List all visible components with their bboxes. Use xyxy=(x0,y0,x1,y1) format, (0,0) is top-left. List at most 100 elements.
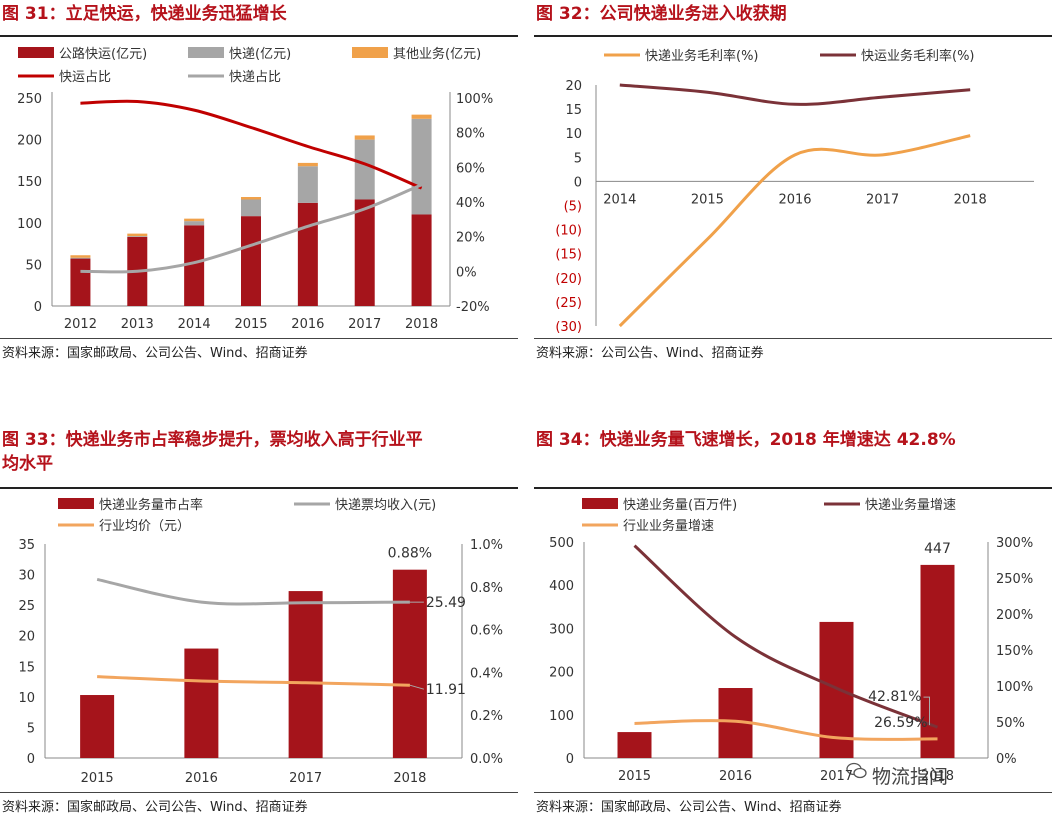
bar-express xyxy=(354,139,375,200)
bar-express xyxy=(297,166,318,203)
line-avg-revenue xyxy=(96,577,410,606)
x-tick-label: 2013 xyxy=(121,317,154,332)
legend-express-label: 快递(亿元) xyxy=(229,47,291,62)
data-label-industry-growth: 26.59% xyxy=(874,715,927,731)
y-tick-label: (25) xyxy=(555,296,582,311)
bar-road xyxy=(184,225,205,306)
line-industry-growth xyxy=(634,719,938,741)
x-tick-label: 2012 xyxy=(64,317,97,332)
y2-tick-label: 0.0% xyxy=(470,752,503,767)
chart-33-title-line1: 图 33：快递业务市占率稳步提升，票均收入高于行业平 xyxy=(2,430,423,450)
y-tick-label: 5 xyxy=(27,721,35,736)
bar-road xyxy=(241,216,261,306)
y-tick-label: 500 xyxy=(549,536,574,551)
y-tick-label: 400 xyxy=(549,579,574,594)
y-tick-label: (20) xyxy=(555,272,582,287)
x-tick-label: 2018 xyxy=(954,192,987,207)
y2-tick-label: 100% xyxy=(996,680,1033,695)
chart-31-source: 资料来源：国家邮政局、公司公告、Wind、招商证券 xyxy=(2,346,308,361)
bar-road xyxy=(297,202,318,306)
x-tick-label: 2014 xyxy=(603,192,636,207)
y2-tick-label: 0% xyxy=(996,752,1017,767)
y2-tick-label: 250% xyxy=(996,572,1033,587)
x-tick-label: 2015 xyxy=(234,317,267,332)
legend-road-freight-swatch xyxy=(18,47,54,58)
y2-tick-label: 150% xyxy=(996,644,1033,659)
legend-other-swatch xyxy=(352,47,388,58)
x-tick-label: 2015 xyxy=(691,192,724,207)
legend-freight-share-label: 快运占比 xyxy=(59,70,111,85)
bar-road xyxy=(354,199,375,306)
y2-tick-label: 40% xyxy=(456,196,485,211)
legend-market-share-label: 快递业务量市占率 xyxy=(99,497,203,513)
x-tick-label: 2016 xyxy=(291,317,324,332)
legend-express-share-label: 快递占比 xyxy=(229,70,281,85)
bar-express xyxy=(241,199,261,217)
chart-33-title-line2: 均水平 xyxy=(2,454,53,474)
legend-freight-margin-label: 快运业务毛利率(%) xyxy=(861,48,975,64)
x-tick-label: 2018 xyxy=(921,769,954,784)
data-label-volume-growth: 42.81% xyxy=(868,689,921,705)
x-tick-label: 2017 xyxy=(348,317,381,332)
legend-express-margin-label: 快递业务毛利率(%) xyxy=(645,48,759,64)
line-freight-share xyxy=(80,99,423,190)
line-express-share xyxy=(80,183,423,274)
watermark-text: 物流指闻 xyxy=(872,766,949,788)
label-leader xyxy=(409,684,425,690)
y2-tick-label: -20% xyxy=(456,300,490,315)
wechat-icon xyxy=(846,762,867,779)
chart-31-bottom-rule xyxy=(0,338,518,339)
bar-express xyxy=(70,257,91,259)
y2-tick-label: 20% xyxy=(456,231,485,246)
data-label-volume: 447 xyxy=(924,541,951,557)
x-tick-label: 2017 xyxy=(866,192,899,207)
y-tick-label: 0 xyxy=(34,300,42,315)
y2-tick-label: 50% xyxy=(996,716,1025,731)
y-tick-label: 300 xyxy=(549,622,574,637)
y-tick-label: 20 xyxy=(565,79,582,94)
chart-34-bottom-rule xyxy=(534,792,1052,793)
legend-other-label: 其他业务(亿元) xyxy=(393,46,481,62)
bar-market-share xyxy=(392,569,427,758)
y2-tick-label: 0.2% xyxy=(470,709,503,724)
line-express-margin xyxy=(618,134,971,328)
x-tick-label: 2015 xyxy=(618,769,651,784)
legend-industry-growth-label: 行业业务量增速 xyxy=(623,518,714,534)
x-tick-label: 2016 xyxy=(185,771,218,786)
y-tick-label: 200 xyxy=(549,666,574,681)
chart-33-top-rule xyxy=(0,487,518,489)
bar-other xyxy=(184,218,205,222)
y2-tick-label: 100% xyxy=(456,92,493,107)
bar-other xyxy=(241,197,261,200)
bar-other xyxy=(354,135,375,140)
y-tick-label: 0 xyxy=(27,752,35,767)
y2-tick-label: 0.8% xyxy=(470,581,503,596)
y-tick-label: 250 xyxy=(17,92,42,107)
chart-32-source: 资料来源：公司公告、Wind、招商证券 xyxy=(536,346,764,361)
legend-volume-label: 快递业务量(百万件) xyxy=(623,497,737,513)
bar-express xyxy=(184,221,205,226)
y2-tick-label: 0.4% xyxy=(470,666,503,681)
y-tick-label: (30) xyxy=(555,320,582,335)
legend-express-swatch xyxy=(188,47,224,58)
line-industry-price xyxy=(97,675,410,687)
label-leader xyxy=(923,696,930,726)
y-tick-label: 10 xyxy=(565,127,582,142)
line-volume-growth xyxy=(633,544,939,729)
y2-tick-label: 200% xyxy=(996,608,1033,623)
chart-32-top-rule xyxy=(534,35,1052,37)
y-tick-label: 20 xyxy=(18,630,35,645)
chart-33-bottom-rule xyxy=(0,792,518,793)
y-tick-label: (5) xyxy=(564,200,582,215)
x-tick-label: 2018 xyxy=(405,317,438,332)
x-tick-label: 2014 xyxy=(178,317,211,332)
chart-34-title: 图 34：快递业务量飞速增长，2018 年增速达 42.8% xyxy=(536,430,956,450)
chart-32-title: 图 32：公司快递业务进入收获期 xyxy=(536,4,787,24)
chart-34-top-rule xyxy=(534,487,1052,489)
bar-road xyxy=(70,258,91,306)
legend-volume-swatch xyxy=(582,498,618,509)
y2-tick-label: 0.6% xyxy=(470,624,503,639)
y2-tick-label: 1.0% xyxy=(470,538,503,553)
y2-tick-label: 0% xyxy=(456,265,477,280)
